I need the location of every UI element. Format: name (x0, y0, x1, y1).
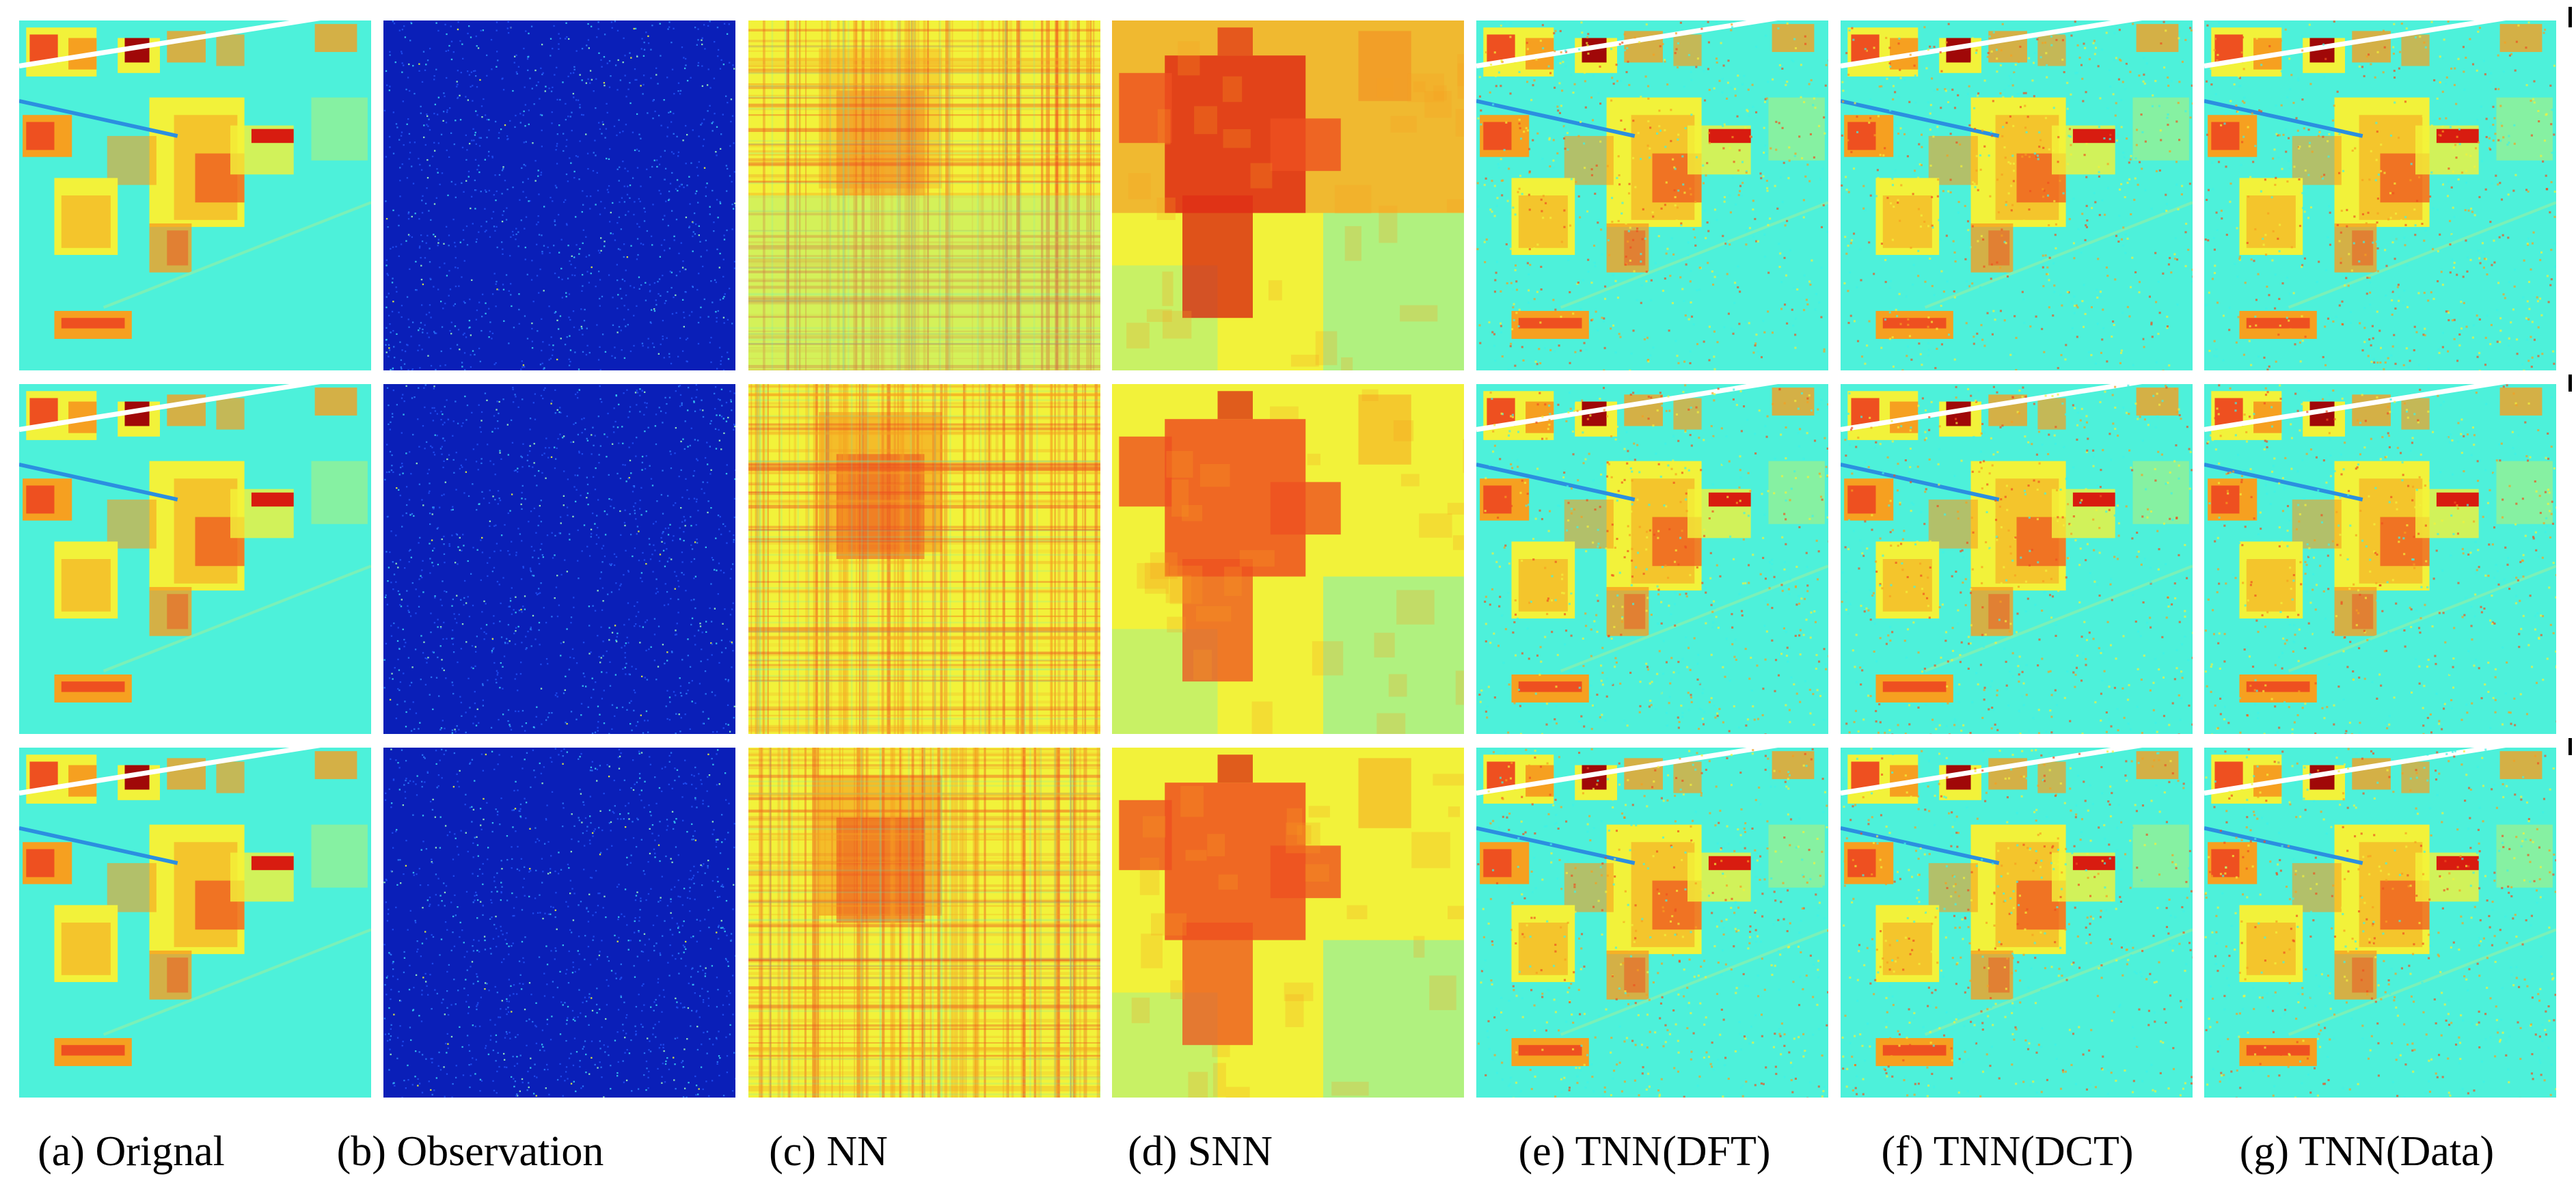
caption-a: (a) Orignal (38, 1128, 225, 1175)
panel-a-image (19, 384, 371, 734)
panel-f-row-3 (1841, 748, 2193, 1098)
panel-e-row-2 (1476, 384, 1828, 734)
panel-g-row-2 (2204, 384, 2556, 734)
edge-tick-mark (2568, 375, 2572, 392)
panel-c-image (748, 748, 1100, 1098)
panel-b-row-1 (383, 21, 735, 370)
caption-d: (d) SNN (1128, 1128, 1273, 1175)
caption-c: (c) NN (769, 1128, 888, 1175)
edge-tick-mark (2568, 738, 2572, 755)
panel-f-image (1841, 21, 2193, 370)
panel-a-image (19, 748, 371, 1098)
panel-d-image (1112, 748, 1464, 1098)
panel-d-row-2 (1112, 384, 1464, 734)
panel-c-row-2 (748, 384, 1100, 734)
panel-b-image (383, 748, 735, 1098)
panel-d-row-3 (1112, 748, 1464, 1098)
panel-c-image (748, 384, 1100, 734)
panel-a-row-1 (19, 21, 371, 370)
panel-e-image (1476, 21, 1828, 370)
caption-e: (e) TNN(DFT) (1518, 1128, 1771, 1175)
caption-b: (b) Observation (336, 1128, 604, 1175)
panel-f-row-1 (1841, 21, 2193, 370)
panel-b-row-2 (383, 384, 735, 734)
panel-b-image (383, 384, 735, 734)
panel-e-image (1476, 384, 1828, 734)
panel-c-row-1 (748, 21, 1100, 370)
caption-f: (f) TNN(DCT) (1881, 1128, 2134, 1175)
panel-g-row-1 (2204, 21, 2556, 370)
panel-c-image (748, 21, 1100, 370)
caption-g: (g) TNN(Data) (2239, 1128, 2495, 1175)
edge-tick-mark (2568, 7, 2572, 27)
panel-d-row-1 (1112, 21, 1464, 370)
panel-f-image (1841, 748, 2193, 1098)
panel-b-image (383, 21, 735, 370)
panel-e-row-3 (1476, 748, 1828, 1098)
panel-d-image (1112, 384, 1464, 734)
panel-a-image (19, 21, 371, 370)
panel-b-row-3 (383, 748, 735, 1098)
panel-f-row-2 (1841, 384, 2193, 734)
panel-a-row-2 (19, 384, 371, 734)
panel-g-image (2204, 384, 2556, 734)
panel-e-row-1 (1476, 21, 1828, 370)
panel-e-image (1476, 748, 1828, 1098)
panel-g-row-3 (2204, 748, 2556, 1098)
panel-a-row-3 (19, 748, 371, 1098)
panel-d-image (1112, 21, 1464, 370)
panel-g-image (2204, 21, 2556, 370)
panel-c-row-3 (748, 748, 1100, 1098)
panel-f-image (1841, 384, 2193, 734)
panel-g-image (2204, 748, 2556, 1098)
